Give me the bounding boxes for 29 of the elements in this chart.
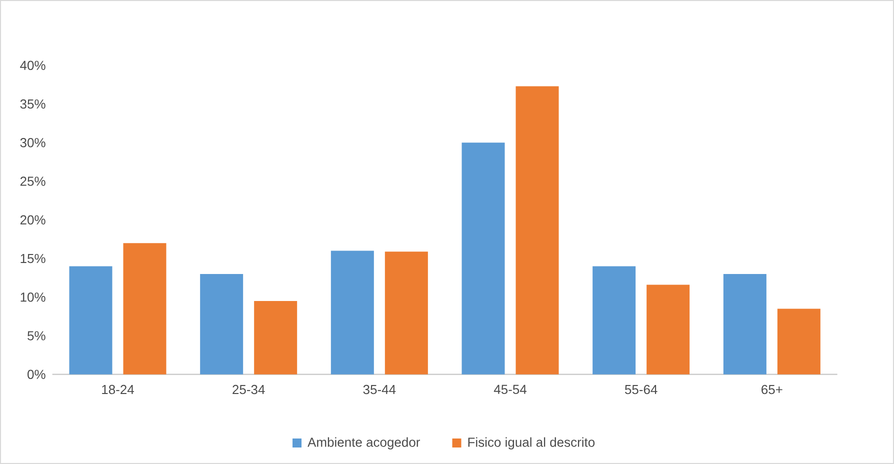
bar [330, 250, 374, 374]
legend-label: Fisico igual al descrito [468, 437, 595, 450]
bar [777, 308, 820, 374]
bar [384, 252, 428, 374]
bar [200, 274, 244, 374]
bar [123, 243, 166, 374]
y-tick-label: 30% [20, 138, 46, 148]
bar [254, 301, 298, 374]
y-tick-label: 20% [20, 215, 46, 224]
bar [646, 284, 690, 374]
y-tick-label: 35% [20, 99, 46, 109]
bar [516, 86, 559, 374]
y-tick-label: 15% [20, 254, 46, 264]
x-tick-label: 25-34 [232, 384, 265, 394]
x-tick-label: 18-24 [102, 384, 134, 394]
bar [69, 266, 112, 374]
y-tick-label: 0% [28, 370, 46, 379]
bar [462, 142, 505, 374]
bar [723, 274, 766, 374]
legend-label: Ambiente acogedor [308, 437, 420, 450]
bar [592, 266, 636, 374]
y-tick-label: 10% [20, 292, 46, 302]
x-tick-label: 35-44 [363, 384, 396, 394]
x-tick-label: 55-64 [624, 384, 658, 394]
y-tick-label: 25% [20, 176, 46, 186]
x-tick-label: 45-54 [494, 384, 526, 394]
y-tick-label: 40% [20, 60, 46, 70]
y-tick-label: 5% [28, 331, 46, 340]
x-tick-label: 65+ [762, 384, 782, 394]
